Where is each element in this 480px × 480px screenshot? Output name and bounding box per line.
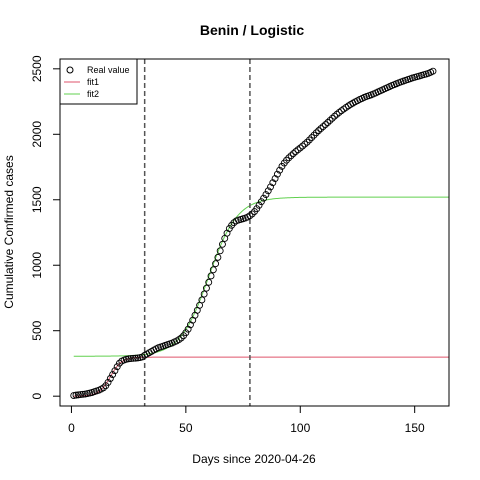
data-point [184, 325, 192, 333]
data-point [177, 334, 185, 342]
y-tick-label: 0 [30, 393, 44, 400]
data-point [255, 201, 263, 209]
data-point [294, 146, 302, 154]
data-point [104, 378, 112, 386]
data-point [205, 278, 213, 286]
legend-label-fit2: fit2 [87, 89, 99, 99]
data-points [70, 67, 437, 399]
data-point [296, 144, 304, 152]
data-point [317, 125, 325, 132]
legend-label-real-value: Real value [87, 65, 130, 75]
data-point [70, 392, 78, 399]
data-point [328, 114, 336, 122]
data-point [129, 354, 137, 362]
x-tick-label: 150 [405, 421, 425, 435]
data-point [175, 336, 183, 344]
x-axis-label: Days since 2020-04-26 [192, 452, 316, 466]
x-tick-label: 100 [290, 421, 310, 435]
data-point [326, 116, 334, 124]
chart-title: Benin / Logistic [200, 22, 304, 38]
data-point [113, 363, 121, 371]
y-tick-label: 2500 [30, 55, 44, 82]
data-point [269, 179, 277, 187]
data-point [303, 138, 311, 146]
legend-marker-real-value [66, 66, 74, 74]
data-point [122, 355, 130, 363]
data-point [276, 166, 284, 174]
data-point [262, 191, 270, 198]
data-point [125, 355, 133, 363]
data-point [127, 355, 135, 363]
data-point [301, 140, 309, 148]
data-point [116, 359, 123, 367]
legend: Real value fit1 fit2 [59, 58, 138, 105]
data-point [319, 123, 327, 131]
data-point [292, 148, 300, 156]
x-axis: 0 50 100 150 [68, 405, 425, 435]
y-tick-label: 1000 [30, 252, 44, 279]
data-point [287, 152, 295, 160]
data-point [209, 266, 217, 274]
data-point [134, 354, 142, 362]
data-point [312, 129, 320, 137]
data-point [260, 194, 268, 202]
y-tick-label: 2000 [30, 121, 44, 148]
data-point [132, 354, 139, 362]
data-point [264, 187, 272, 195]
data-point [106, 375, 114, 382]
data-point [216, 247, 224, 255]
y-tick-label: 500 [30, 320, 44, 340]
data-point [246, 212, 254, 220]
data-point [100, 384, 107, 392]
data-point [72, 391, 80, 399]
data-point [333, 110, 341, 118]
vertical-lines [143, 59, 251, 406]
y-tick-label: 1500 [30, 186, 44, 213]
data-point [335, 108, 343, 116]
data-point [109, 371, 117, 379]
data-point [267, 183, 274, 191]
data-point [285, 154, 293, 162]
data-point [257, 198, 265, 206]
data-point [315, 127, 323, 135]
data-point [338, 107, 345, 115]
x-tick-label: 0 [68, 421, 75, 435]
data-point [321, 121, 329, 129]
data-point [429, 67, 437, 75]
data-point [283, 156, 290, 164]
data-point [198, 296, 206, 304]
legend-label-fit1: fit1 [87, 77, 99, 87]
data-point [212, 260, 220, 268]
data-point [324, 119, 332, 126]
data-point [271, 175, 279, 183]
data-point [182, 329, 190, 337]
x-tick-label: 50 [179, 421, 193, 435]
data-point [207, 272, 215, 280]
data-point [331, 112, 339, 120]
data-point [200, 290, 208, 298]
data-point [214, 253, 222, 261]
data-point [202, 284, 210, 292]
data-point [308, 134, 316, 142]
data-point [74, 391, 82, 399]
data-point [111, 367, 119, 375]
data-point [79, 390, 87, 398]
data-point [273, 170, 281, 178]
data-point [253, 205, 261, 213]
data-point [219, 240, 226, 248]
data-point [77, 391, 85, 399]
data-point [299, 142, 306, 150]
data-point [305, 136, 313, 144]
y-axis-label: Cumulative Confirmed cases [2, 155, 16, 308]
data-point [310, 131, 318, 139]
plot-area [70, 59, 449, 406]
data-point [289, 150, 297, 157]
y-axis: 0 500 1000 1500 2000 2500 [30, 55, 61, 400]
data-point [248, 210, 256, 218]
